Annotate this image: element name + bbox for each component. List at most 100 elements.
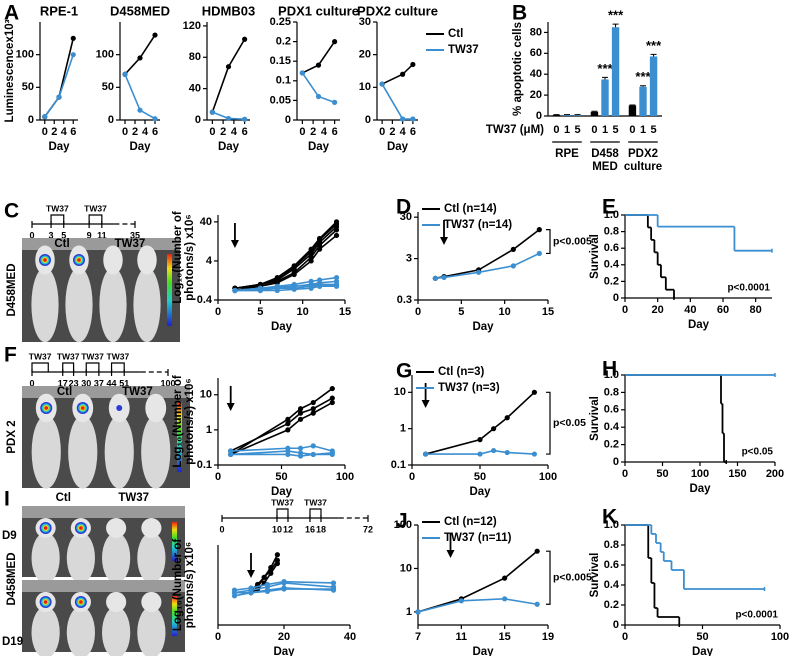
series-line <box>381 63 414 85</box>
timeline-label: 17 <box>58 378 68 388</box>
x-tick-label: 19 <box>542 631 554 643</box>
y-tick-label: 0.4 <box>604 259 620 271</box>
y-tick-label: 20 <box>530 89 542 101</box>
x-tick-label: 80 <box>750 304 762 316</box>
mouse-body <box>31 267 59 343</box>
timeline-label: 0 <box>29 378 34 388</box>
marker <box>70 35 76 41</box>
y-tick-label: 0.2 <box>604 599 619 611</box>
marker <box>329 385 335 392</box>
marker <box>333 227 340 233</box>
x-tick-label: 2 <box>310 126 316 138</box>
row-label: PDX 2 <box>6 420 18 453</box>
x-tick-label: 15 <box>339 306 351 318</box>
signal <box>80 406 85 410</box>
signal <box>44 406 49 410</box>
y-tick-label: 0.6 <box>604 242 619 254</box>
treatment-span <box>85 362 100 372</box>
marker <box>152 32 158 38</box>
marker <box>536 250 542 257</box>
bar <box>649 56 658 116</box>
photo-bench <box>22 506 185 518</box>
marker <box>122 71 128 77</box>
x-tick-label: 5 <box>650 124 656 136</box>
marker <box>329 395 335 401</box>
x-axis-label: Day <box>387 141 409 153</box>
y-tick-label: 0 <box>365 114 371 126</box>
photo-bench <box>22 386 190 398</box>
x-axis-label: TW37 (μM) <box>486 124 544 136</box>
x-tick-label: 4 <box>321 126 328 138</box>
y-tick-label: 0.2 <box>276 36 291 48</box>
timeline-label: 3 <box>49 230 54 240</box>
marker <box>476 269 482 275</box>
y-tick-label: 10 <box>359 81 371 93</box>
y-tick-label: 1.0 <box>604 519 619 531</box>
marker <box>441 274 447 281</box>
y-tick-label: 0.4 <box>604 579 620 591</box>
mouse-body <box>137 606 166 656</box>
marker <box>531 389 538 395</box>
legend-label: Ctl (n=12) <box>444 516 497 528</box>
x-tick-label: 6 <box>242 126 248 138</box>
signal <box>43 258 47 262</box>
y-tick-label: 120 <box>183 20 201 32</box>
timeline-label: 23 <box>69 378 79 388</box>
photo-bench <box>22 238 180 250</box>
y-tick-label: 100 <box>96 49 114 61</box>
x-axis-label: Day <box>472 646 494 656</box>
x-tick-label: 100 <box>336 471 354 483</box>
panel-letter: H <box>602 358 617 381</box>
x-tick-label: 0 <box>122 126 128 138</box>
marker <box>297 410 304 416</box>
x-axis-label: Day <box>692 646 714 656</box>
timeline-label: 72 <box>363 524 373 534</box>
y-tick-label: 0.6 <box>604 404 619 416</box>
group-label: culture <box>624 161 662 173</box>
p-value: p<0.05 <box>553 417 586 429</box>
y-tick-label: 40 <box>189 83 201 95</box>
y-tick-label: 0.4 <box>197 294 213 306</box>
x-axis-label: Day <box>129 141 151 153</box>
legend-label: TW37 (n=11) <box>444 532 512 544</box>
signal <box>79 526 83 530</box>
treatment-label: TW37 <box>271 497 294 507</box>
timeline-label: 30 <box>81 378 91 388</box>
x-tick-label: 1 <box>564 124 570 136</box>
x-tick-label: 0 <box>591 124 597 136</box>
p-value: p<0.05 <box>742 447 774 458</box>
timeline-label: 44 <box>107 378 117 388</box>
chart-title: D458MED <box>110 3 170 18</box>
x-axis-label: Day <box>271 486 293 498</box>
y-tick-label: 0 <box>285 114 291 126</box>
y-axis-label: Log₁₀(Number of <box>172 375 184 468</box>
group-label: MED <box>592 161 618 173</box>
y-tick-label: 10 <box>200 389 212 401</box>
x-tick-label: 0 <box>409 471 415 483</box>
marker <box>315 93 322 100</box>
marker <box>297 453 304 459</box>
x-tick-label: 200 <box>766 468 784 480</box>
marker <box>458 598 464 604</box>
y-tick-label: 1.0 <box>604 369 619 381</box>
marker <box>504 449 510 456</box>
group-label: PDX2 <box>628 148 658 160</box>
marker <box>310 443 316 449</box>
marker <box>285 445 291 451</box>
marker <box>310 410 316 416</box>
marker <box>299 70 305 76</box>
series-line <box>417 550 538 613</box>
marker <box>317 283 323 289</box>
timeline-label: 18 <box>316 524 326 534</box>
x-tick-label: 1 <box>602 124 608 136</box>
treatment-span <box>62 362 75 372</box>
color-scale <box>172 522 177 561</box>
x-tick-label: 2 <box>220 126 226 138</box>
x-tick-label: 0 <box>379 126 385 138</box>
x-tick-label: 11 <box>456 631 468 643</box>
timeline-label: 100 <box>160 378 175 388</box>
y-tick-label: 10 <box>400 562 412 574</box>
photo-bench <box>22 580 185 592</box>
treatment-span <box>276 508 289 518</box>
marker <box>56 94 62 100</box>
